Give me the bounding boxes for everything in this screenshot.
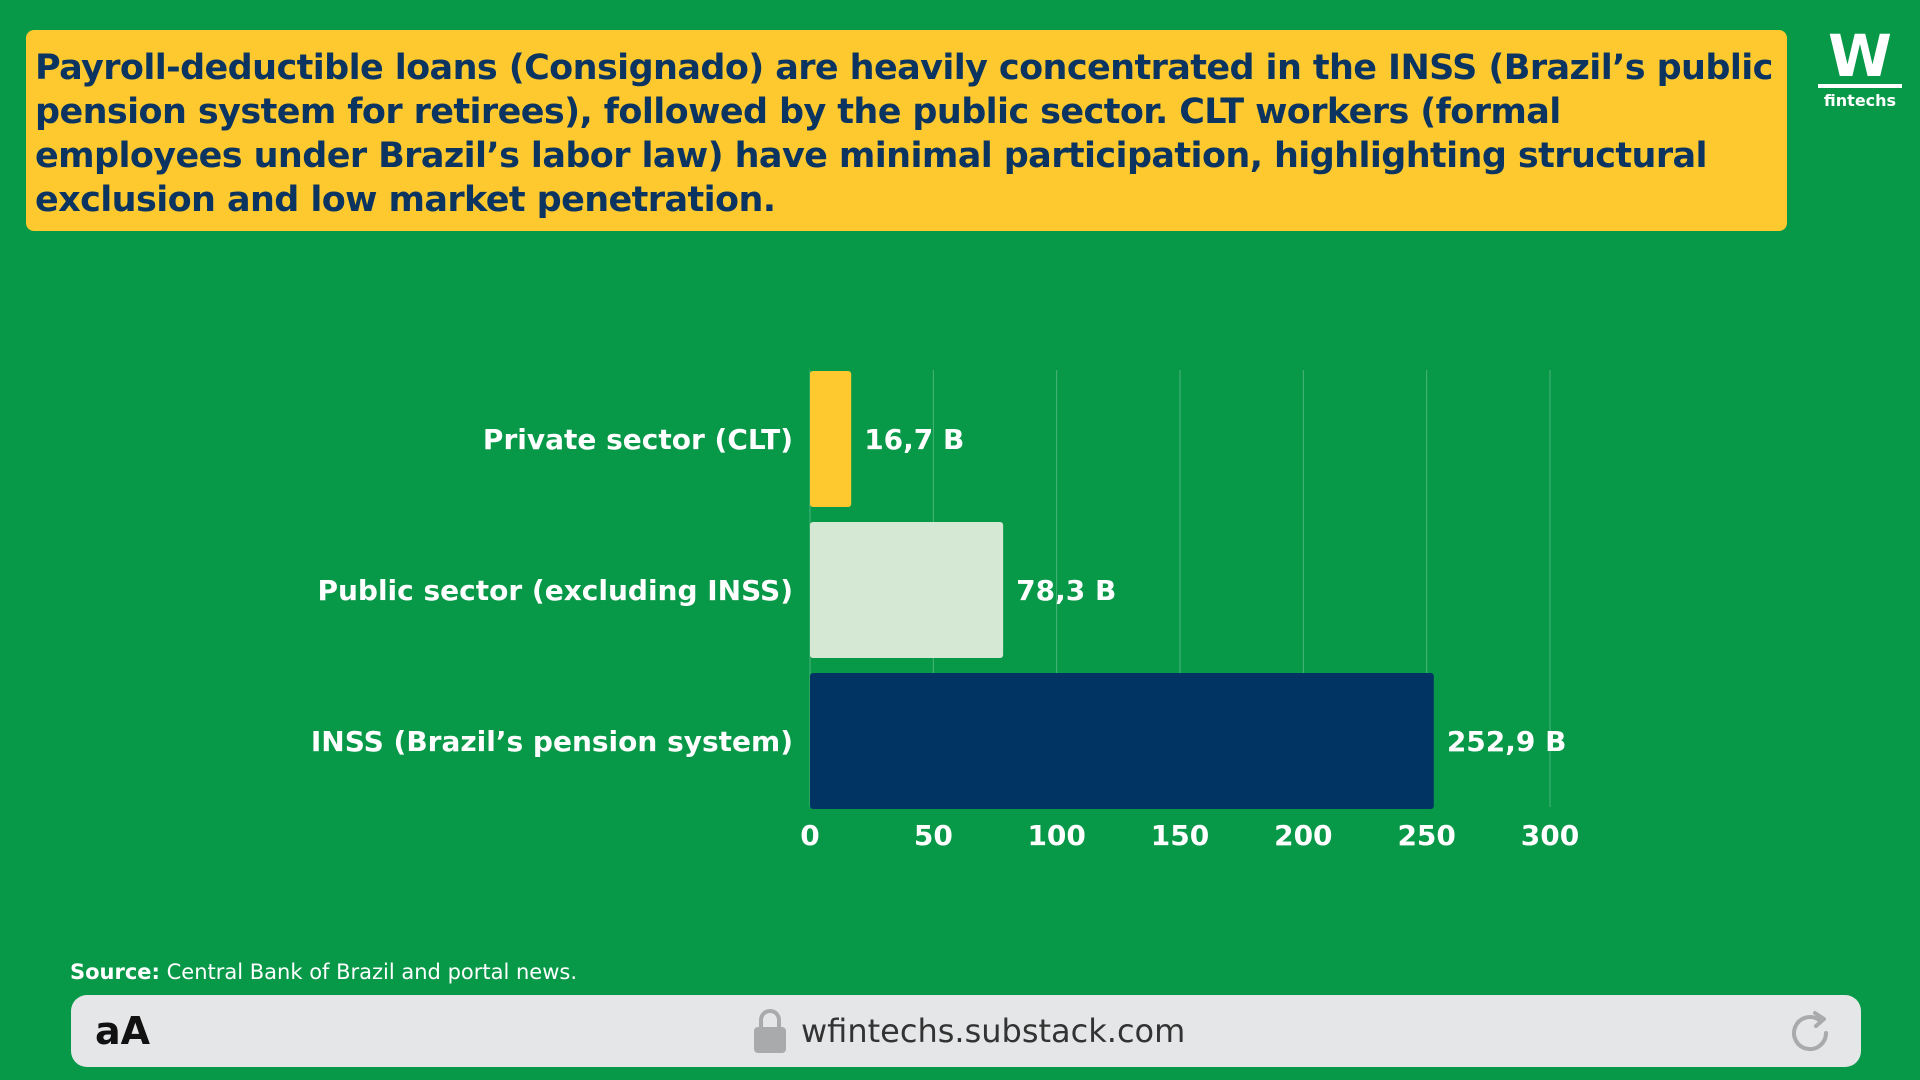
value-label-1: 78,3 B [1016, 574, 1116, 607]
reload-icon[interactable] [1786, 1009, 1834, 1057]
bar-chart: 0 50 100 150 200 250 300 Private sector (CLT) 16… [311, 370, 1579, 852]
x-tick-label-200: 200 [1274, 819, 1332, 852]
bar-0 [810, 371, 852, 507]
bar-1 [810, 522, 1004, 658]
url-display[interactable]: wfintechs.substack.com [751, 1007, 1185, 1055]
x-tick-label-300: 300 [1521, 819, 1579, 852]
headline-text: Payroll-deductible loans (Consignado) ar… [35, 48, 1773, 220]
lock-icon [754, 1009, 786, 1053]
x-tick-label-150: 150 [1151, 819, 1209, 852]
url-text: wfintechs.substack.com [801, 1012, 1186, 1050]
browser-address-bar[interactable]: aA wfintechs.substack.com [71, 995, 1861, 1067]
value-label-0: 16,7 B [864, 423, 964, 456]
logo-letter: W [1828, 22, 1892, 90]
headline-box: Payroll-deductible loans (Consignado) ar… [26, 30, 1787, 231]
x-tick-label-0: 0 [800, 819, 819, 852]
bar-2 [810, 673, 1434, 809]
x-tick-label-100: 100 [1027, 819, 1085, 852]
x-tick-label-250: 250 [1397, 819, 1455, 852]
chart-labels: 0 50 100 150 200 250 300 Private sector (CLT) 16… [311, 423, 1579, 852]
text-size-button[interactable]: aA [95, 1009, 151, 1053]
category-label-2: INSS (Brazil’s pension system) [311, 725, 793, 758]
value-label-2: 252,9 B [1447, 725, 1567, 758]
source-note: Source: Central Bank of Brazil and porta… [70, 958, 577, 986]
category-label-0: Private sector (CLT) [483, 423, 793, 456]
category-label-1: Public sector (excluding INSS) [317, 574, 793, 607]
source-text: Central Bank of Brazil and portal news. [159, 960, 578, 984]
logo-underline [1818, 84, 1902, 88]
x-tick-label-50: 50 [914, 819, 953, 852]
source-label: Source: [70, 960, 160, 984]
brand-logo: W fintechs [1815, 22, 1905, 112]
logo-text: fintechs [1823, 91, 1897, 110]
chart-bars [810, 371, 1434, 809]
